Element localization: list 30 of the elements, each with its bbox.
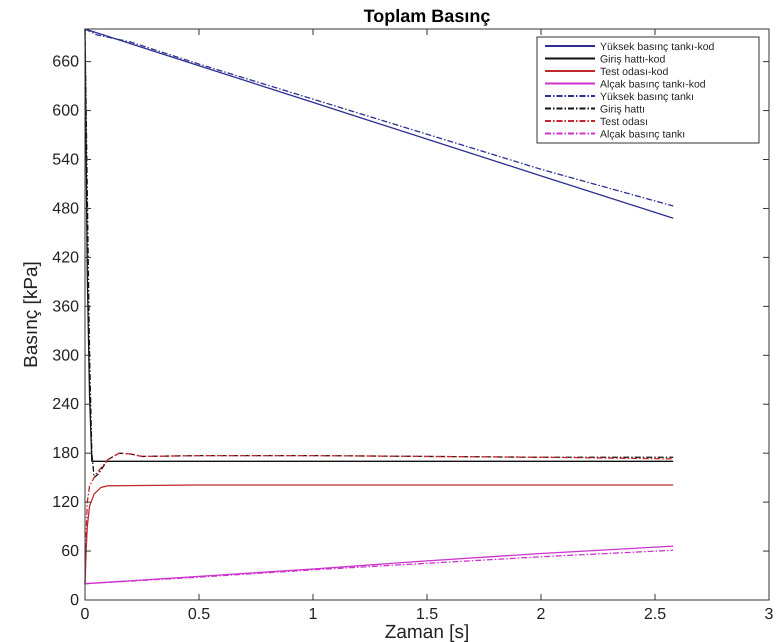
y-tick-label: 300 [52, 347, 80, 364]
y-tick-label: 0 [70, 592, 80, 609]
x-tick-label: 3 [764, 606, 774, 623]
y-tick-label: 480 [52, 200, 80, 218]
legend-label: Giriş hattı-kod [600, 54, 666, 66]
y-tick-label: 420 [52, 249, 80, 266]
y-tick-label: 360 [52, 298, 80, 316]
legend-label: Test odası-kod [600, 66, 668, 78]
x-tick-label: 0.5 [188, 606, 210, 623]
y-tick-label: 240 [52, 396, 80, 414]
x-tick-label: 0 [80, 606, 90, 623]
x-axis-title: Zaman [s] [384, 622, 470, 642]
y-tick-label: 540 [52, 152, 80, 169]
y-axis-title: Basınç [kPa] [21, 261, 42, 368]
y-tick-label: 180 [52, 445, 80, 462]
y-tick-label: 600 [52, 102, 80, 120]
y-tick-label: 660 [52, 54, 80, 71]
x-tick-label: 1.5 [416, 606, 438, 623]
legend-label: Test odası [600, 116, 648, 128]
legend-label: Alçak basınç tankı-kod [600, 78, 706, 90]
x-tick-label: 2 [536, 606, 546, 623]
legend-label: Yüksek basınç tankı [600, 91, 694, 103]
legend-label: Alçak basınç tankı [600, 128, 686, 140]
x-tick-label: 2.5 [644, 606, 666, 623]
y-tick-label: 60 [61, 543, 80, 560]
legend-label: Giriş hattı [600, 104, 645, 116]
legend-label: Yüksek basınç tankı-kod [600, 41, 715, 53]
x-tick-label: 1 [308, 606, 318, 623]
y-tick-label: 120 [52, 494, 80, 512]
chart-title: Toplam Basınç [364, 6, 490, 26]
